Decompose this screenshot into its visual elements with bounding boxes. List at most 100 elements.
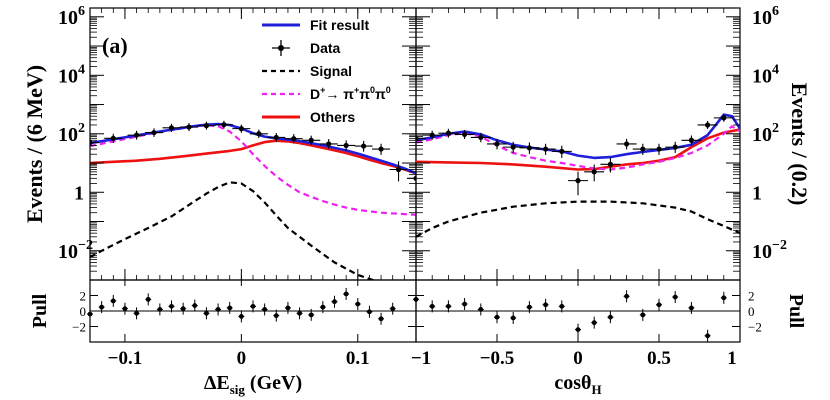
data-point: [319, 139, 338, 150]
pull-left-content: 20−2: [72, 280, 416, 342]
pull-point: [607, 311, 614, 324]
data-point: [616, 138, 637, 150]
data-point-marker: [308, 137, 314, 143]
y-tick-exponent: 4: [78, 62, 85, 77]
pull-point-marker: [297, 310, 302, 316]
legend-label-others: Others: [310, 109, 355, 125]
data-point: [519, 142, 540, 154]
pull-point: [575, 323, 581, 336]
pull-point: [191, 299, 198, 312]
data-point: [470, 132, 491, 143]
pull-point: [591, 316, 598, 329]
data-point-marker: [186, 124, 192, 130]
pull-point: [296, 307, 303, 320]
pull-y-tick-label: 2: [80, 289, 87, 304]
data-point: [127, 130, 146, 140]
data-point-marker: [607, 161, 614, 167]
pull-point: [250, 300, 256, 313]
data-point: [568, 171, 588, 196]
legend-label-background-mode: D+→ π+π0π0: [310, 85, 391, 102]
pull-point: [720, 291, 727, 304]
legend-bg-arrow: → π: [325, 86, 354, 102]
data-point-marker: [478, 134, 484, 141]
data-point-marker: [559, 148, 565, 154]
pull-point: [461, 298, 468, 311]
x-tick-label: 0.5: [647, 348, 671, 369]
pull-right-panel: 20−2: [413, 279, 762, 343]
legend-bg-sup1: +: [320, 85, 325, 95]
data-point-marker: [110, 135, 116, 141]
pull-point: [121, 302, 128, 315]
upper-right-plot-area: [416, 113, 740, 238]
y-tick-exponent: −2: [78, 238, 93, 253]
right-pull-axis-title: Pull: [785, 294, 807, 329]
left-x-axis-title-sub: sig: [230, 382, 246, 397]
pull-point-marker: [721, 295, 727, 301]
pull-point-marker: [355, 301, 361, 307]
data-point-marker: [151, 129, 157, 136]
data-point: [584, 164, 605, 182]
pull-point-marker: [462, 301, 467, 307]
pull-point: [87, 308, 93, 321]
pull-point: [226, 301, 233, 314]
y-tick-label: 104: [752, 62, 779, 87]
left-pull-axis-title: Pull: [29, 293, 51, 328]
data-point: [354, 140, 373, 152]
data-point-marker: [575, 178, 581, 184]
data-point: [487, 138, 507, 150]
data-point: [438, 128, 459, 138]
data-point-marker: [133, 132, 140, 138]
pull-point-marker: [510, 315, 516, 321]
y-tick-exponent: 2: [772, 121, 779, 136]
pull-point: [704, 329, 711, 342]
pull-point: [273, 309, 280, 322]
data-point: [372, 143, 391, 155]
data-point: [214, 120, 233, 129]
pull-point-marker: [446, 303, 451, 309]
series-signal-line: [416, 200, 740, 238]
pull-point-marker: [608, 314, 613, 320]
data-point-marker: [168, 125, 175, 131]
pull-point: [354, 298, 361, 311]
pull-point: [526, 301, 533, 314]
pull-point: [639, 308, 646, 321]
y-tick-exponent: 2: [78, 121, 85, 136]
y-tick-base: 10: [752, 124, 772, 146]
pull-point-marker: [204, 310, 209, 316]
pull-point-marker: [180, 306, 186, 312]
data-point: [104, 133, 123, 144]
data-point-marker: [624, 141, 630, 147]
pull-point-marker: [367, 309, 372, 315]
data-point: [665, 141, 686, 153]
pull-point: [413, 293, 419, 306]
y-tick-label: 104: [58, 62, 85, 87]
data-point-marker: [326, 141, 332, 147]
pull-point: [308, 308, 315, 321]
left-x-axis-title: ΔEsig (GeV): [204, 372, 302, 397]
upper-left-plot-area: [90, 120, 416, 280]
right-x-axis-title: cosθH: [554, 372, 601, 397]
pull-point: [343, 287, 350, 300]
x-tick-label: −1: [411, 348, 431, 369]
right-x-axis-title-main: cosθ: [554, 372, 591, 394]
data-point-marker: [256, 131, 262, 137]
data-point: [422, 130, 443, 140]
data-point-marker: [343, 142, 349, 149]
data-point: [713, 114, 734, 122]
data-point-marker: [688, 137, 695, 143]
pull-point: [156, 303, 163, 316]
y-tick-label: 102: [58, 121, 85, 146]
pull-point-marker: [543, 302, 548, 308]
panel-label: (a): [102, 33, 128, 58]
legend: Fit result Data Signal D+→ π+π0π0 Others: [262, 17, 391, 125]
right-x-axis-title-sub: H: [591, 382, 601, 397]
y-tick-label: 102: [752, 121, 779, 146]
data-point-marker: [445, 130, 451, 136]
pull-left-panel: 20−2: [72, 279, 417, 343]
left-x-axis-title-main: ΔE: [204, 372, 230, 394]
pull-point-marker: [169, 303, 174, 309]
pull-point-marker: [494, 314, 500, 320]
data-point-marker: [656, 146, 662, 152]
